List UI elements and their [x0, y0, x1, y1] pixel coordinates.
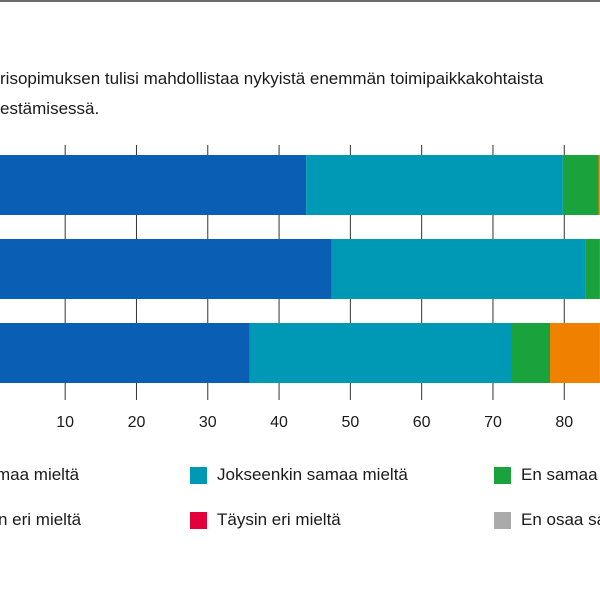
bar-segment	[511, 323, 551, 383]
x-tick-label: 50	[341, 414, 359, 431]
bar-segment	[0, 155, 307, 215]
x-tick-label: 30	[199, 414, 217, 431]
x-axis-ticks: 10 20 30 40 50 60 70 80	[56, 414, 573, 431]
x-tick-label: 70	[484, 414, 502, 431]
legend-label: En osaa sa	[521, 510, 600, 529]
x-tick-label: 10	[56, 414, 74, 431]
question-line-1: risopimuksen tulisi mahdollistaa nykyist…	[0, 69, 544, 88]
legend-swatch	[494, 466, 511, 484]
legend-label: maa mieltä	[0, 465, 80, 484]
legend-label: En samaa	[521, 465, 598, 484]
bar-segment	[598, 155, 600, 215]
legend-item-dont-know: En osaa sa	[494, 509, 600, 531]
bar-segment	[306, 155, 563, 215]
bar-segment	[562, 155, 599, 215]
legend-item-somewhat-agree: Jokseenkin samaa mieltä	[190, 464, 408, 486]
x-tick-label: 80	[555, 414, 573, 431]
bar-segment	[0, 239, 332, 299]
legend-label: Jokseenkin samaa mieltä	[217, 465, 408, 484]
legend-swatch	[494, 511, 511, 529]
bar-segment	[585, 239, 600, 299]
x-tick-label: 20	[128, 414, 146, 431]
legend-swatch	[190, 466, 207, 484]
question-text: risopimuksen tulisi mahdollistaa nykyist…	[0, 64, 600, 124]
bar-segment	[550, 323, 600, 383]
legend-item-strongly-disagree: Täysin eri mieltä	[190, 509, 341, 531]
x-tick-label: 40	[270, 414, 288, 431]
bar-segment	[249, 323, 512, 383]
legend-label: n eri mieltä	[0, 510, 82, 529]
legend-swatch	[190, 511, 207, 529]
legend-item-neither: En samaa	[494, 464, 598, 486]
question-line-2: estämisessä.	[0, 99, 100, 118]
legend-item-agree: maa mieltä	[0, 464, 79, 486]
legend-label: Täysin eri mieltä	[217, 510, 341, 529]
bars	[0, 155, 600, 383]
legend-item-disagree: n eri mieltä	[0, 509, 81, 531]
bar-segment	[331, 239, 586, 299]
bar-segment	[0, 323, 250, 383]
x-tick-label: 60	[413, 414, 431, 431]
